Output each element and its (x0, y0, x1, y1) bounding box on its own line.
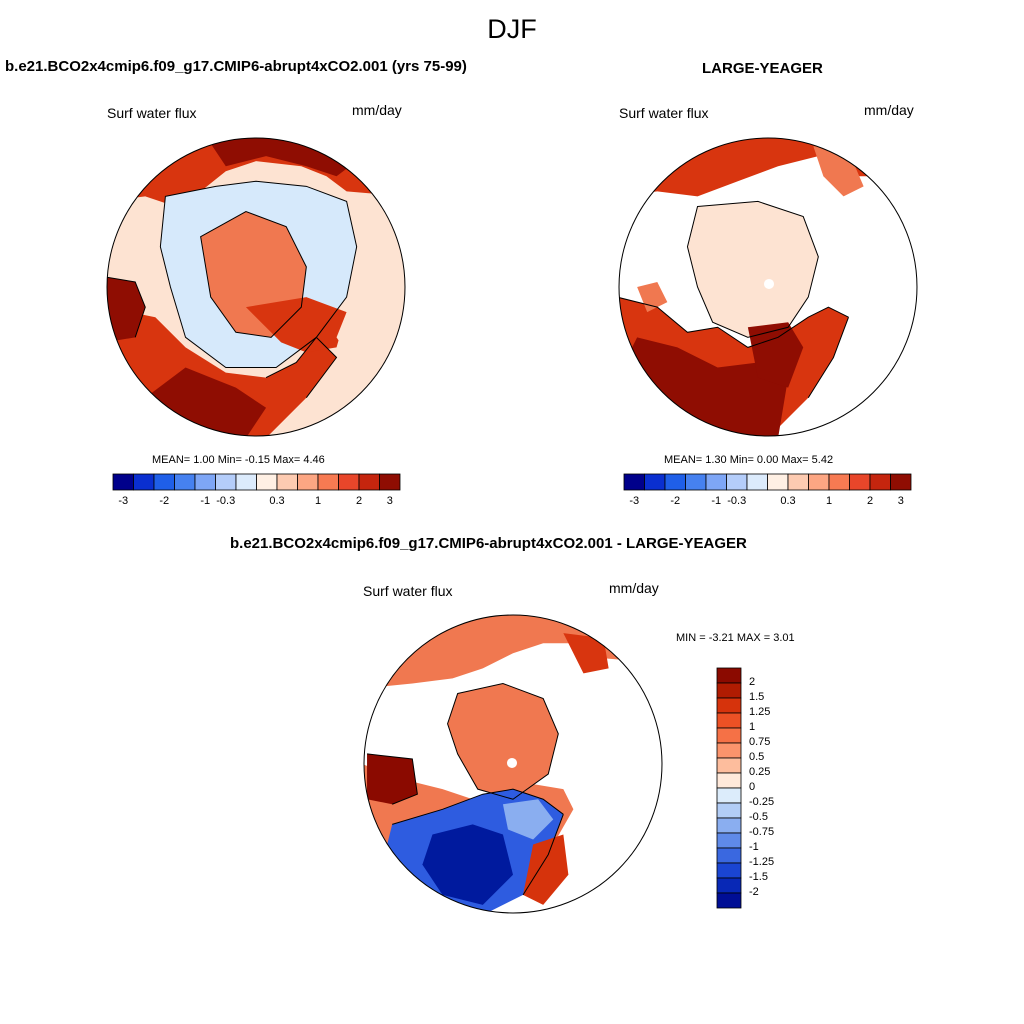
panel1-colorbar-box (338, 473, 360, 491)
difference-colorbar-box (716, 742, 742, 759)
panel1-colorbar-tick-label: 3 (386, 495, 393, 507)
panel2-colorbar-tick-label: -3 (629, 495, 640, 507)
difference-colorbar-tick-label: -1.25 (749, 856, 775, 868)
difference-colorbar (716, 667, 742, 909)
panel1-colorbar-box (153, 473, 175, 491)
panel1-colorbar-box (256, 473, 278, 491)
panel1-colorbar-box (379, 473, 401, 491)
difference-colorbar-tick-label: -2 (749, 886, 759, 898)
panel1-colorbar-box (112, 473, 134, 491)
difference-colorbar-box (716, 712, 742, 729)
difference-colorbar-tick-label: -1.5 (749, 871, 768, 883)
panel1-colorbar-tick-label: -1 (200, 495, 211, 507)
difference-colorbar-box (716, 757, 742, 774)
difference-variable-label: Surf water flux (363, 583, 453, 599)
panel1-colorbar-tick-label: -3 (118, 495, 129, 507)
panel2-colorbar-box (869, 473, 891, 491)
panel2-colorbar-tick-label: 3 (897, 495, 904, 507)
panel1-colorbar-box (174, 473, 196, 491)
panel1-colorbar-box (194, 473, 216, 491)
panel2-colorbar-tick-label: 0.3 (780, 495, 796, 507)
panel1-colorbar-box (133, 473, 155, 491)
panel1-colorbar (112, 473, 401, 491)
panel2-colorbar-box (726, 473, 748, 491)
panel2-colorbar-box (808, 473, 830, 491)
panel2-colorbar-tick-label: -0.3 (727, 495, 747, 507)
difference-colorbar-box (716, 862, 742, 879)
difference-minmax: MIN = -3.21 MAX = 3.01 (676, 632, 795, 644)
difference-colorbar-box (716, 667, 742, 684)
panel1-colorbar-box (276, 473, 298, 491)
panel2-colorbar-box (890, 473, 912, 491)
panel2-colorbar (623, 473, 912, 491)
panel2-title: LARGE-YEAGER (702, 60, 823, 77)
difference-colorbar-box (716, 877, 742, 894)
panel1-colorbar-box (317, 473, 339, 491)
panel1-colorbar-tick-label: 1 (314, 495, 322, 507)
panel1-colorbar-tick-label: 0.3 (269, 495, 285, 507)
difference-title: b.e21.BCO2x4cmip6.f09_g17.CMIP6-abrupt4x… (230, 535, 747, 552)
difference-colorbar-tick-label: 0.75 (749, 736, 771, 748)
panel2-colorbar-box (746, 473, 768, 491)
difference-colorbar-tick-label: 2 (749, 676, 756, 688)
panel2-colorbar-tick-label: 1 (825, 495, 833, 507)
difference-colorbar-box (716, 847, 742, 864)
panel2-variable-label: Surf water flux (619, 105, 709, 121)
panel2-polar-map (618, 137, 918, 437)
panel1-variable-label: Surf water flux (107, 105, 197, 121)
difference-colorbar-tick-label: -0.5 (749, 811, 768, 823)
difference-colorbar-tick-label: 0.25 (749, 766, 771, 778)
difference-colorbar-box (716, 787, 742, 804)
panel2-colorbar-box (767, 473, 789, 491)
difference-colorbar-box (716, 802, 742, 819)
figure-title: DJF (487, 14, 537, 44)
panel1-colorbar-box (297, 473, 319, 491)
difference-colorbar-tick-label: 1.25 (749, 706, 771, 718)
panel2-colorbar-tick-label: -2 (670, 495, 681, 507)
difference-colorbar-box (716, 892, 742, 909)
panel2-colorbar-box (828, 473, 850, 491)
panel1-units-label: mm/day (352, 102, 402, 118)
panel2-stats: MEAN= 1.30 Min= 0.00 Max= 5.42 (664, 454, 834, 466)
difference-colorbar-box (716, 772, 742, 789)
panel1-colorbar-tick-label: -0.3 (216, 495, 236, 507)
panel2-colorbar-box (787, 473, 809, 491)
panel1-colorbar-box (358, 473, 380, 491)
difference-colorbar-tick-label: -0.25 (749, 796, 775, 808)
panel2-colorbar-tick-label: -1 (711, 495, 722, 507)
panel2-colorbar-box (849, 473, 871, 491)
panel2-colorbar-box (644, 473, 666, 491)
difference-colorbar-box (716, 697, 742, 714)
panel1-colorbar-box (235, 473, 257, 491)
panel1-title: b.e21.BCO2x4cmip6.f09_g17.CMIP6-abrupt4x… (5, 58, 467, 75)
panel2-colorbar-box (705, 473, 727, 491)
difference-units-label: mm/day (609, 580, 659, 596)
difference-colorbar-box (716, 817, 742, 834)
difference-colorbar-box (716, 682, 742, 699)
difference-colorbar-tick-label: -1 (749, 841, 759, 853)
panel2-colorbar-box (664, 473, 686, 491)
difference-colorbar-tick-label: 0.5 (749, 751, 765, 763)
panel2-units-label: mm/day (864, 102, 914, 118)
difference-colorbar-tick-label: 0 (749, 781, 756, 793)
panel1-polar-map (106, 137, 406, 437)
panel2-colorbar-box (685, 473, 707, 491)
panel2-colorbar-box (623, 473, 645, 491)
panel1-colorbar-tick-label: 2 (355, 495, 363, 507)
difference-polar-map (363, 614, 663, 914)
difference-colorbar-tick-label: 1.5 (749, 691, 765, 703)
difference-colorbar-tick-label: 1 (749, 721, 756, 733)
panel2-colorbar-tick-label: 2 (866, 495, 874, 507)
difference-colorbar-box (716, 832, 742, 849)
difference-colorbar-tick-label: -0.75 (749, 826, 775, 838)
panel1-stats: MEAN= 1.00 Min= -0.15 Max= 4.46 (152, 454, 325, 466)
panel1-colorbar-tick-label: -2 (159, 495, 170, 507)
panel1-colorbar-box (215, 473, 237, 491)
difference-colorbar-box (716, 727, 742, 744)
